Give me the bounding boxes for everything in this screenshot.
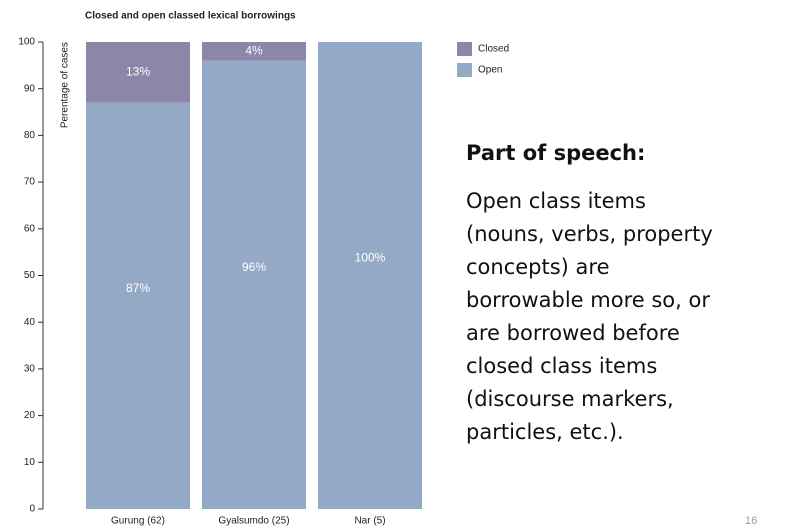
body-line: closed class items — [466, 354, 657, 378]
heading: Part of speech: — [466, 141, 645, 165]
y-tick-label: 100 — [18, 37, 35, 48]
body-line: borrowable more so, or — [466, 288, 710, 312]
y-tick-label: 20 — [24, 410, 36, 421]
y-tick-label: 90 — [24, 83, 36, 94]
bar-segment — [202, 42, 306, 61]
body-line: (discourse markers, — [466, 387, 674, 411]
bar-segment — [86, 42, 190, 103]
data-label: 4% — [245, 44, 263, 58]
y-axis-label: Perentage of cases — [60, 42, 71, 128]
data-label: 13% — [126, 65, 150, 79]
y-tick-label: 70 — [24, 177, 36, 188]
bar-segment — [86, 102, 190, 510]
legend-label: Open — [478, 65, 502, 76]
x-tick-label: Nar (5) — [354, 516, 385, 527]
bar-segment — [318, 42, 422, 509]
y-tick-label: 60 — [24, 223, 36, 234]
chart-title: Closed and open classed lexical borrowin… — [85, 11, 296, 22]
body-line: particles, etc.). — [466, 420, 624, 444]
body-line: Open class items — [466, 189, 646, 213]
y-tick-label: 30 — [24, 364, 36, 375]
data-label: 96% — [242, 260, 266, 274]
data-label: 100% — [355, 251, 386, 265]
x-tick-label: Gurung (62) — [111, 516, 165, 527]
body-line: (nouns, verbs, property — [466, 222, 713, 246]
data-label: 87% — [126, 281, 150, 295]
x-tick-label: Gyalsumdo (25) — [218, 516, 289, 527]
legend-swatch — [457, 63, 472, 77]
y-tick-label: 80 — [24, 130, 36, 141]
y-tick-label: 50 — [24, 270, 36, 281]
y-tick-label: 10 — [24, 457, 36, 468]
page-number: 16 — [745, 515, 757, 527]
bar-segment — [202, 60, 306, 510]
y-tick-label: 0 — [29, 504, 35, 515]
y-tick-label: 40 — [24, 317, 36, 328]
body-line: are borrowed before — [466, 321, 680, 345]
body-line: concepts) are — [466, 255, 610, 279]
legend-label: Closed — [478, 44, 509, 55]
legend-swatch — [457, 42, 472, 56]
